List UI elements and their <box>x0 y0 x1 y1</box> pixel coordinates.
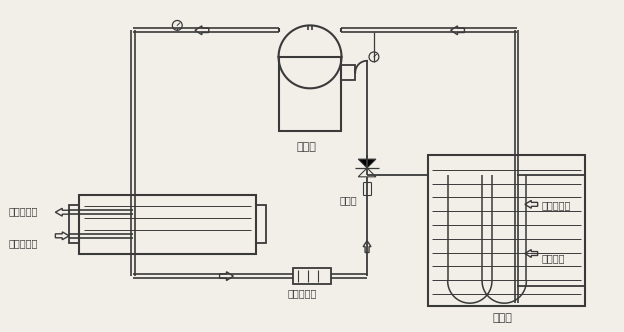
Text: 冷却水出口: 冷却水出口 <box>8 206 37 216</box>
Bar <box>256 205 266 243</box>
Text: 冷冻水进口: 冷冻水进口 <box>541 201 570 210</box>
Text: 膨胀阀: 膨胀阀 <box>339 196 357 206</box>
Bar <box>341 65 355 80</box>
Text: 压缩机: 压缩机 <box>296 142 316 152</box>
Text: 蒸发器: 蒸发器 <box>493 313 513 323</box>
Text: 冷却水进口: 冷却水进口 <box>8 238 37 248</box>
Bar <box>278 57 341 130</box>
Bar <box>293 268 331 284</box>
Polygon shape <box>358 168 376 177</box>
Bar <box>428 155 585 306</box>
Bar <box>79 195 256 254</box>
Bar <box>69 205 79 243</box>
Text: 冷水出口: 冷水出口 <box>541 254 565 264</box>
Text: 干燥过滤器: 干燥过滤器 <box>288 288 317 298</box>
Polygon shape <box>358 159 376 168</box>
